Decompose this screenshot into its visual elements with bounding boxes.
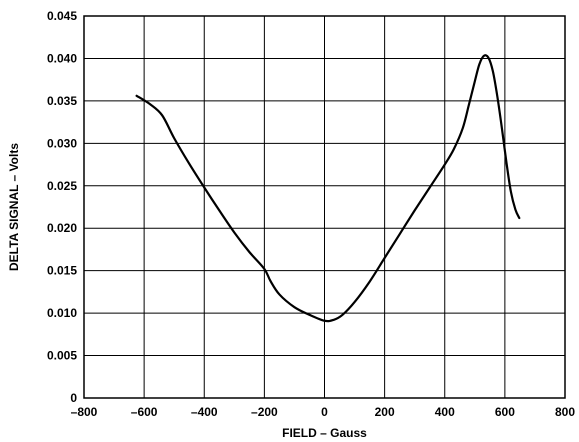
y-tick-label: 0.015 xyxy=(47,264,77,278)
y-tick-label: 0.040 xyxy=(47,51,77,65)
grid xyxy=(83,15,566,399)
series-line xyxy=(135,54,521,323)
y-tick-label: 0 xyxy=(70,391,77,405)
x-tick-label: –800 xyxy=(71,405,98,419)
y-tick-label: 0.005 xyxy=(47,349,77,363)
x-tick-label: –400 xyxy=(191,405,218,419)
x-tick-label: 0 xyxy=(321,405,328,419)
y-tick-label: 0.010 xyxy=(47,306,77,320)
y-tick-label: 0.030 xyxy=(47,136,77,150)
x-tick-label: 800 xyxy=(555,405,575,419)
x-tick-label: 400 xyxy=(435,405,455,419)
plot-frame xyxy=(83,15,566,399)
y-axis-label: DELTA SIGNAL – Volts xyxy=(7,143,21,271)
x-tick-label: 200 xyxy=(375,405,395,419)
x-tick-label: –200 xyxy=(251,405,278,419)
y-tick-labels: 0 0.005 0.010 0.015 0.020 0.025 0.030 0.035 0.04… xyxy=(47,9,77,405)
y-tick-label: 0.025 xyxy=(47,179,77,193)
x-tick-label: –600 xyxy=(131,405,158,419)
x-tick-labels: –800 –600 –400 –200 0 200 400 600 800 xyxy=(71,405,576,419)
x-tick-label: 600 xyxy=(495,405,515,419)
y-tick-label: 0.035 xyxy=(47,94,77,108)
y-tick-label: 0.020 xyxy=(47,221,77,235)
y-tick-label: 0.045 xyxy=(47,9,77,23)
series-layer xyxy=(135,54,521,323)
x-axis-label: FIELD – Gauss xyxy=(282,426,367,440)
